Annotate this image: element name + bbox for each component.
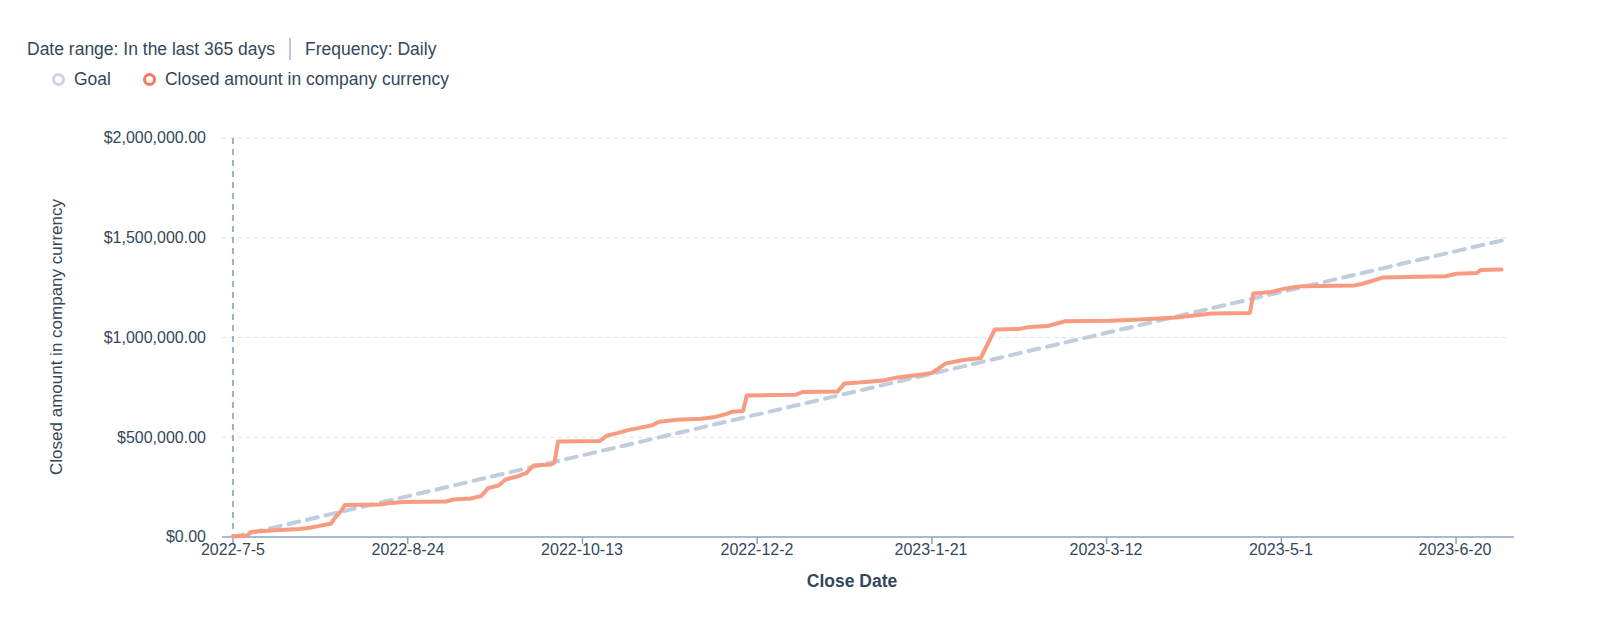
x-tick-label: 2022-12-2 bbox=[682, 541, 832, 559]
x-tick-label: 2023-5-1 bbox=[1206, 541, 1356, 559]
x-tick-label: 2023-3-12 bbox=[1031, 541, 1181, 559]
plot-area[interactable] bbox=[0, 0, 1600, 634]
x-tick-label: 2022-8-24 bbox=[333, 541, 483, 559]
report-chart: Date range: In the last 365 days Frequen… bbox=[0, 0, 1600, 634]
x-tick-label: 2022-10-13 bbox=[507, 541, 657, 559]
x-tick-label: 2023-6-20 bbox=[1380, 541, 1530, 559]
x-tick-label: 2022-7-5 bbox=[158, 541, 308, 559]
x-tick-label: 2023-1-21 bbox=[856, 541, 1006, 559]
closed-amount-series-line[interactable] bbox=[233, 270, 1502, 537]
x-axis-title: Close Date bbox=[752, 571, 952, 592]
